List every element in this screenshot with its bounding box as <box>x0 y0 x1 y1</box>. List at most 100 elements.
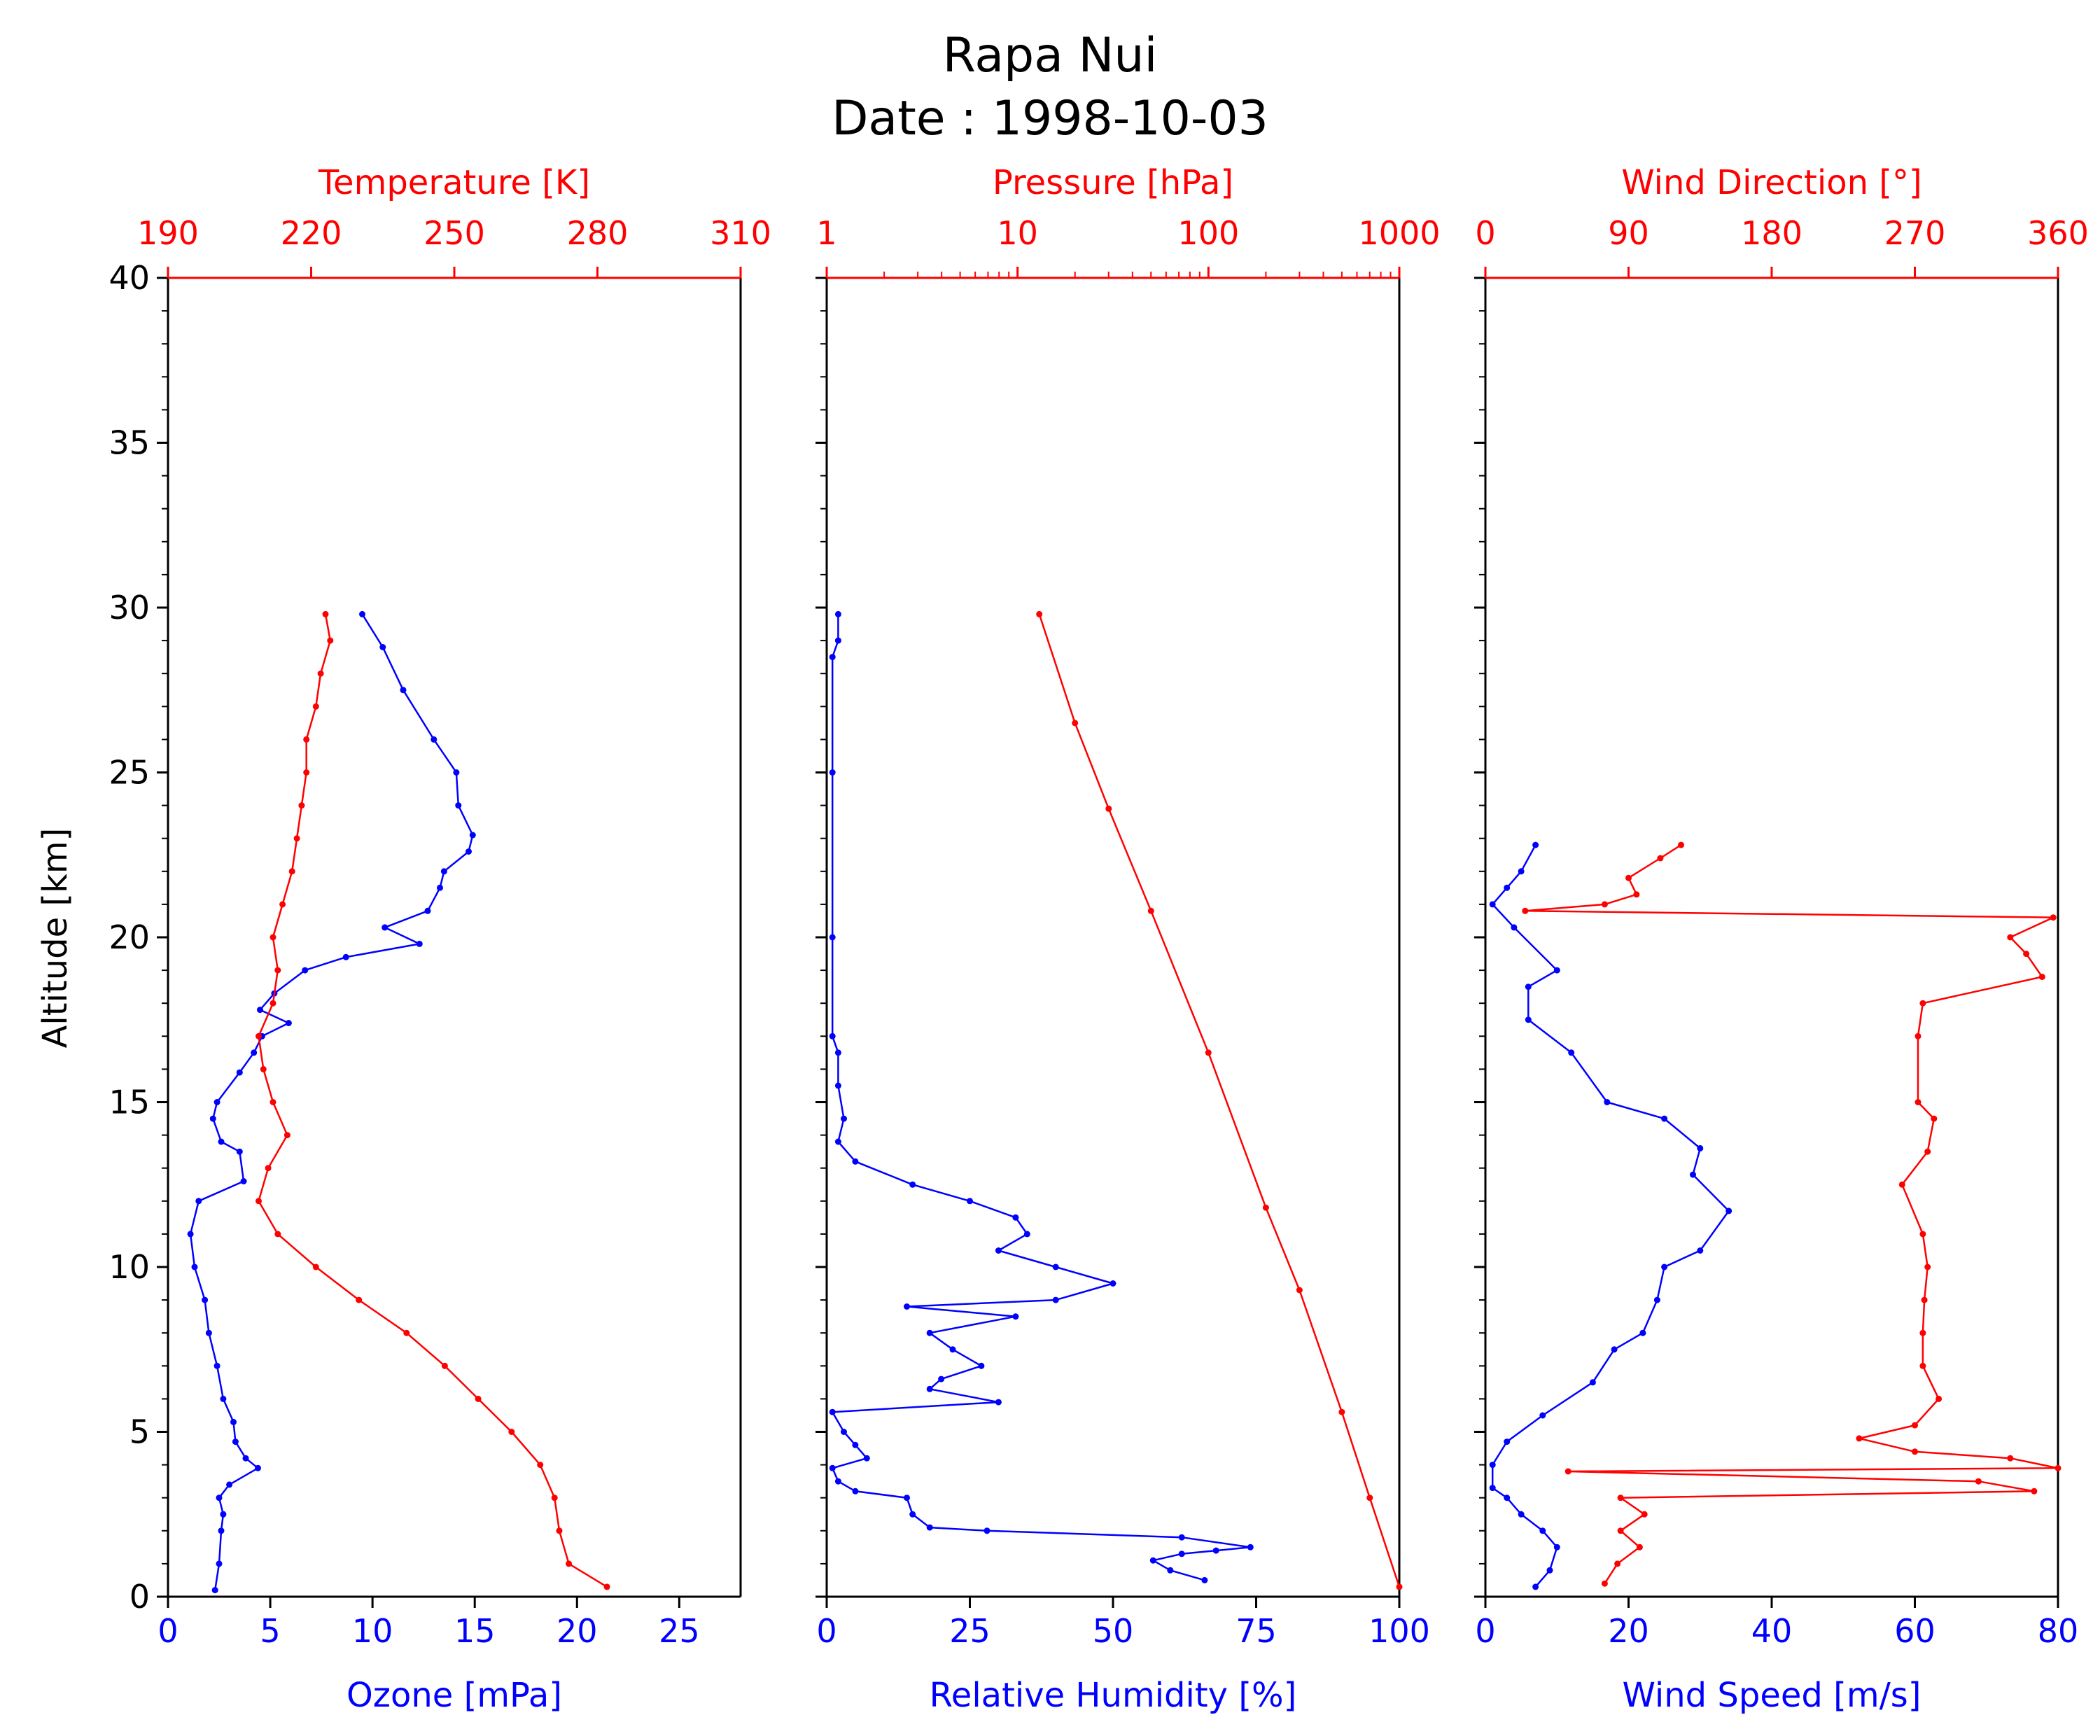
data-point <box>255 1198 262 1205</box>
data-point <box>1296 1287 1303 1294</box>
data-point <box>1539 1527 1546 1534</box>
data-point <box>1614 1560 1621 1567</box>
data-point <box>455 802 462 809</box>
data-point <box>285 1020 292 1026</box>
data-point <box>566 1560 573 1567</box>
data-point <box>400 687 407 694</box>
data-point <box>191 1264 198 1270</box>
data-point <box>1539 1412 1546 1419</box>
panel-humidity-pressure: 0 25 50 75 100 Relative Humidity [%] 1 10 100 100… <box>816 163 1441 1715</box>
top-tick-label: 220 <box>281 214 342 252</box>
data-point <box>1657 855 1664 862</box>
data-point <box>465 848 472 855</box>
data-point <box>1611 1346 1618 1353</box>
data-point <box>1604 1099 1611 1105</box>
data-point <box>829 769 836 776</box>
data-point <box>1052 1264 1059 1270</box>
data-point <box>1568 1049 1575 1056</box>
data-point <box>1525 983 1532 990</box>
data-point <box>270 1099 276 1105</box>
data-point <box>232 1438 239 1446</box>
y-tick-label: 30 <box>108 589 150 626</box>
bottom-axis-label: Wind Speed [m/s] <box>1622 1676 1921 1715</box>
panel-wind: 0 20 40 60 80 Wind Speed [m/s] 0 90 180 270 360 Win… <box>1474 163 2089 1715</box>
data-point <box>1919 1231 1926 1238</box>
data-point <box>1167 1567 1174 1574</box>
data-point <box>342 953 349 960</box>
data-point <box>2038 974 2045 980</box>
data-point <box>834 610 841 617</box>
data-point <box>2023 951 2030 958</box>
data-point <box>469 832 476 839</box>
top-axis-label: Pressure [hPa] <box>993 163 1233 202</box>
bottom-axis-label: Relative Humidity [%] <box>930 1676 1297 1715</box>
data-point <box>218 1527 225 1534</box>
data-point <box>967 1198 973 1205</box>
top-axis-series-line <box>258 614 608 1588</box>
data-point <box>1147 907 1154 914</box>
data-point <box>537 1462 544 1469</box>
data-point <box>236 1069 243 1076</box>
data-point <box>1546 1567 1553 1574</box>
bottom-tick-label: 25 <box>659 1612 700 1650</box>
top-axis-label: Temperature [K] <box>318 163 590 202</box>
data-point <box>220 1511 227 1518</box>
data-point <box>1532 1583 1539 1590</box>
bottom-tick-label: 10 <box>352 1612 393 1650</box>
data-point <box>288 868 295 875</box>
data-point <box>211 1587 218 1594</box>
data-point <box>834 1082 841 1089</box>
data-point <box>205 1329 212 1336</box>
data-point <box>909 1181 916 1188</box>
bottom-tick-label: 100 <box>1368 1612 1430 1650</box>
data-point <box>1366 1494 1373 1502</box>
bottom-tick-label: 0 <box>816 1612 836 1650</box>
y-tick-label: 35 <box>108 424 150 462</box>
data-point <box>1919 1000 1926 1007</box>
data-point <box>260 1065 267 1072</box>
data-point <box>834 1478 841 1485</box>
bottom-tick-label: 25 <box>949 1612 990 1650</box>
data-point <box>236 1148 243 1155</box>
data-point <box>1690 1171 1696 1178</box>
data-point <box>995 1247 1002 1254</box>
data-point <box>1641 1511 1648 1518</box>
bottom-axis-series-line <box>831 614 1252 1581</box>
data-point <box>841 1115 847 1122</box>
y-tick-label: 15 <box>108 1084 150 1121</box>
data-point <box>214 1099 220 1105</box>
data-point <box>1489 1485 1496 1492</box>
data-point <box>1912 1422 1918 1429</box>
data-point <box>1856 1435 1863 1442</box>
data-point <box>949 1346 956 1353</box>
data-point <box>312 1264 319 1270</box>
bottom-tick-label: 50 <box>1093 1612 1134 1650</box>
panel-ozone-temperature: 0 5 10 15 20 25 30 35 40 0 5 10 15 20 25 Ozone [mPa] 190… <box>108 163 771 1715</box>
data-point <box>1633 891 1640 898</box>
data-point <box>1661 1115 1668 1122</box>
data-point <box>852 1488 859 1494</box>
data-point <box>1201 1576 1208 1583</box>
data-point <box>416 940 423 947</box>
data-point <box>1564 1468 1572 1475</box>
top-tick-label: 10 <box>997 214 1038 252</box>
data-point <box>983 1527 990 1534</box>
data-point <box>382 924 388 931</box>
data-point <box>1975 1478 1982 1485</box>
data-point <box>1504 1438 1511 1446</box>
bottom-tick-label: 20 <box>556 1612 598 1650</box>
top-tick-label: 280 <box>567 214 629 252</box>
data-point <box>1262 1204 1269 1211</box>
data-point <box>1919 1329 1926 1336</box>
data-point <box>1205 1049 1212 1056</box>
data-point <box>255 1032 262 1040</box>
bottom-tick-label: 0 <box>158 1612 178 1650</box>
data-point <box>430 736 438 743</box>
data-point <box>242 1455 249 1462</box>
data-point <box>209 1115 216 1122</box>
data-point <box>909 1511 916 1518</box>
data-point <box>218 1138 225 1145</box>
y-tick-label: 20 <box>108 918 150 956</box>
data-point <box>1023 1231 1030 1238</box>
y-tick-label: 5 <box>130 1413 150 1451</box>
